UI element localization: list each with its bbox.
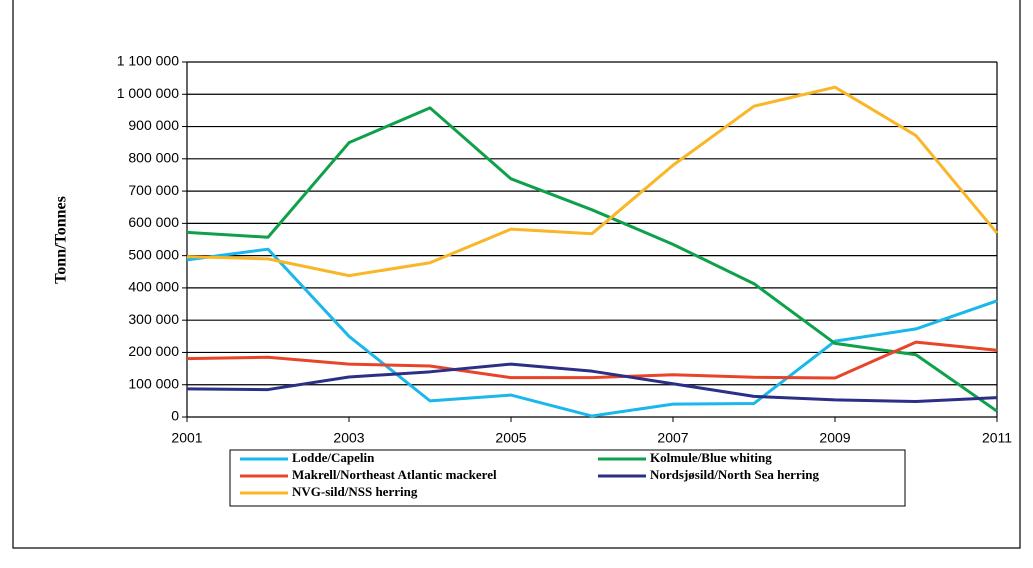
legend-label: Nordsjøsild/North Sea herring bbox=[650, 467, 820, 482]
series-line bbox=[186, 362, 998, 404]
x-tick-label: 2011 bbox=[982, 430, 1012, 446]
y-tick-label: 800 000 bbox=[128, 150, 179, 166]
x-tick-label: 2007 bbox=[657, 430, 688, 446]
legend-label: NVG-sild/NSS herring bbox=[292, 484, 418, 499]
frame bbox=[12, 0, 1021, 549]
series-line bbox=[186, 340, 998, 380]
y-tick-label: 100 000 bbox=[128, 375, 179, 391]
y-tick-label: 1 000 000 bbox=[117, 85, 179, 101]
x-tick-label: 2003 bbox=[333, 430, 364, 446]
legend-label: Makrell/Northeast Atlantic mackerel bbox=[292, 467, 497, 482]
y-tick-label: 400 000 bbox=[128, 279, 179, 295]
x-tick-label: 2009 bbox=[819, 430, 850, 446]
y-tick-label: 600 000 bbox=[128, 214, 179, 230]
legend-label: Kolmule/Blue whiting bbox=[650, 450, 772, 465]
x-tick-label: 2001 bbox=[171, 430, 202, 446]
y-tick-label: 900 000 bbox=[128, 117, 179, 133]
y-axis-title: Tonn/Tonnes bbox=[53, 196, 70, 284]
y-tick-label: 200 000 bbox=[128, 343, 179, 359]
legend-box bbox=[229, 449, 906, 507]
y-tick-label: 0 bbox=[171, 408, 179, 424]
series-line bbox=[186, 85, 999, 278]
series-line bbox=[186, 106, 998, 413]
x-tick-label: 2005 bbox=[495, 430, 526, 446]
y-tick-label: 500 000 bbox=[128, 246, 179, 262]
y-tick-label: 700 000 bbox=[128, 182, 179, 198]
y-tick-label: 1 100 000 bbox=[117, 53, 179, 69]
legend-label: Lodde/Capelin bbox=[292, 450, 375, 465]
series-line bbox=[186, 247, 998, 418]
y-tick-label: 300 000 bbox=[128, 311, 179, 327]
